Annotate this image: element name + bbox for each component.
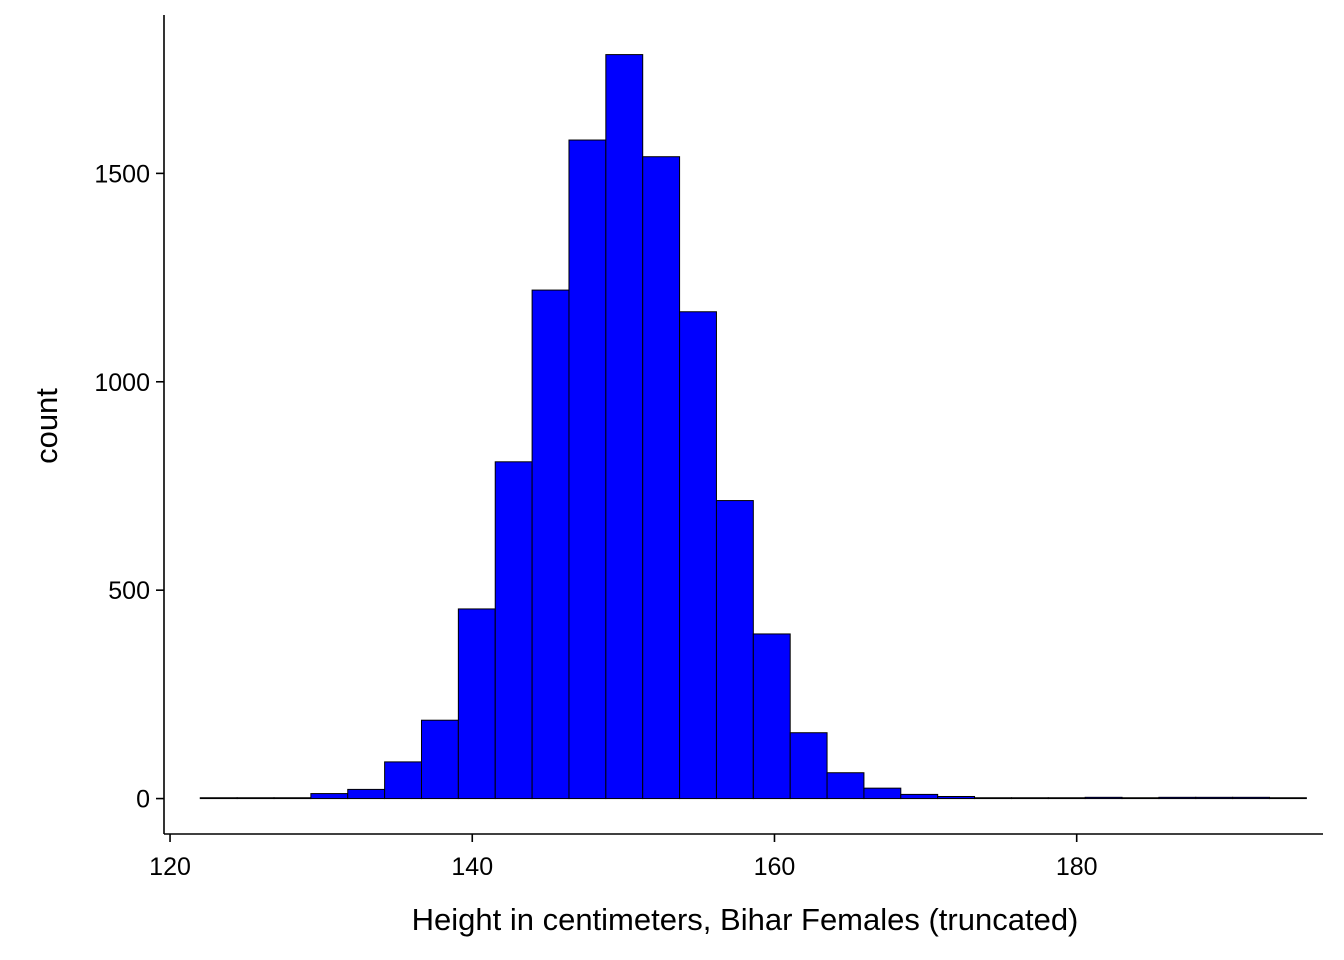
histogram-bar-11 xyxy=(605,54,644,800)
x-tick-label: 140 xyxy=(451,853,493,881)
histogram-bar-13 xyxy=(679,311,717,800)
histogram-bar-8 xyxy=(494,461,533,800)
histogram-bars xyxy=(199,54,1307,800)
y-axis-title: count xyxy=(29,388,64,464)
histogram-bar-27 xyxy=(1195,796,1234,800)
histogram-bar-28 xyxy=(1232,796,1271,800)
histogram-bar-20 xyxy=(937,795,976,800)
histogram-bar-16 xyxy=(789,732,828,800)
y-tick-label: 1000 xyxy=(94,369,150,397)
y-axis-ticks: 0 500 1000 1500 xyxy=(94,160,164,814)
x-axis-ticks: 120 140 160 180 xyxy=(149,834,1098,881)
x-axis-title: Height in centimeters, Bihar Females (tr… xyxy=(412,902,1079,937)
histogram-bar-21 xyxy=(974,797,1012,800)
x-tick-label: 160 xyxy=(754,853,796,881)
y-tick-label: 1500 xyxy=(94,160,150,188)
histogram-bar-7 xyxy=(457,608,496,800)
histogram-bar-2 xyxy=(273,797,312,800)
histogram-bar-22 xyxy=(1010,797,1049,800)
histogram-bar-18 xyxy=(863,787,902,800)
histogram-bar-23 xyxy=(1047,797,1086,800)
histogram-bar-17 xyxy=(826,772,865,800)
x-tick-label: 120 xyxy=(149,853,191,881)
histogram-bar-6 xyxy=(420,719,459,800)
x-tick-label: 180 xyxy=(1056,853,1098,881)
histogram-bar-29 xyxy=(1269,797,1307,800)
histogram-bar-14 xyxy=(715,500,754,800)
histogram-bar-4 xyxy=(347,788,386,800)
histogram-bar-12 xyxy=(642,156,681,800)
histogram-bar-26 xyxy=(1158,796,1197,800)
histogram-bar-25 xyxy=(1121,797,1160,800)
histogram-bar-24 xyxy=(1084,796,1123,800)
histogram-bar-19 xyxy=(900,793,939,800)
histogram-bar-15 xyxy=(752,633,791,800)
histogram-bar-3 xyxy=(310,793,349,800)
histogram-bar-9 xyxy=(531,289,570,800)
histogram-bar-1 xyxy=(236,797,275,800)
histogram-bar-5 xyxy=(384,761,422,800)
histogram-bar-0 xyxy=(199,797,238,800)
histogram-bar-10 xyxy=(568,139,607,800)
y-tick-label: 0 xyxy=(136,786,150,814)
y-tick-label: 500 xyxy=(108,577,150,605)
